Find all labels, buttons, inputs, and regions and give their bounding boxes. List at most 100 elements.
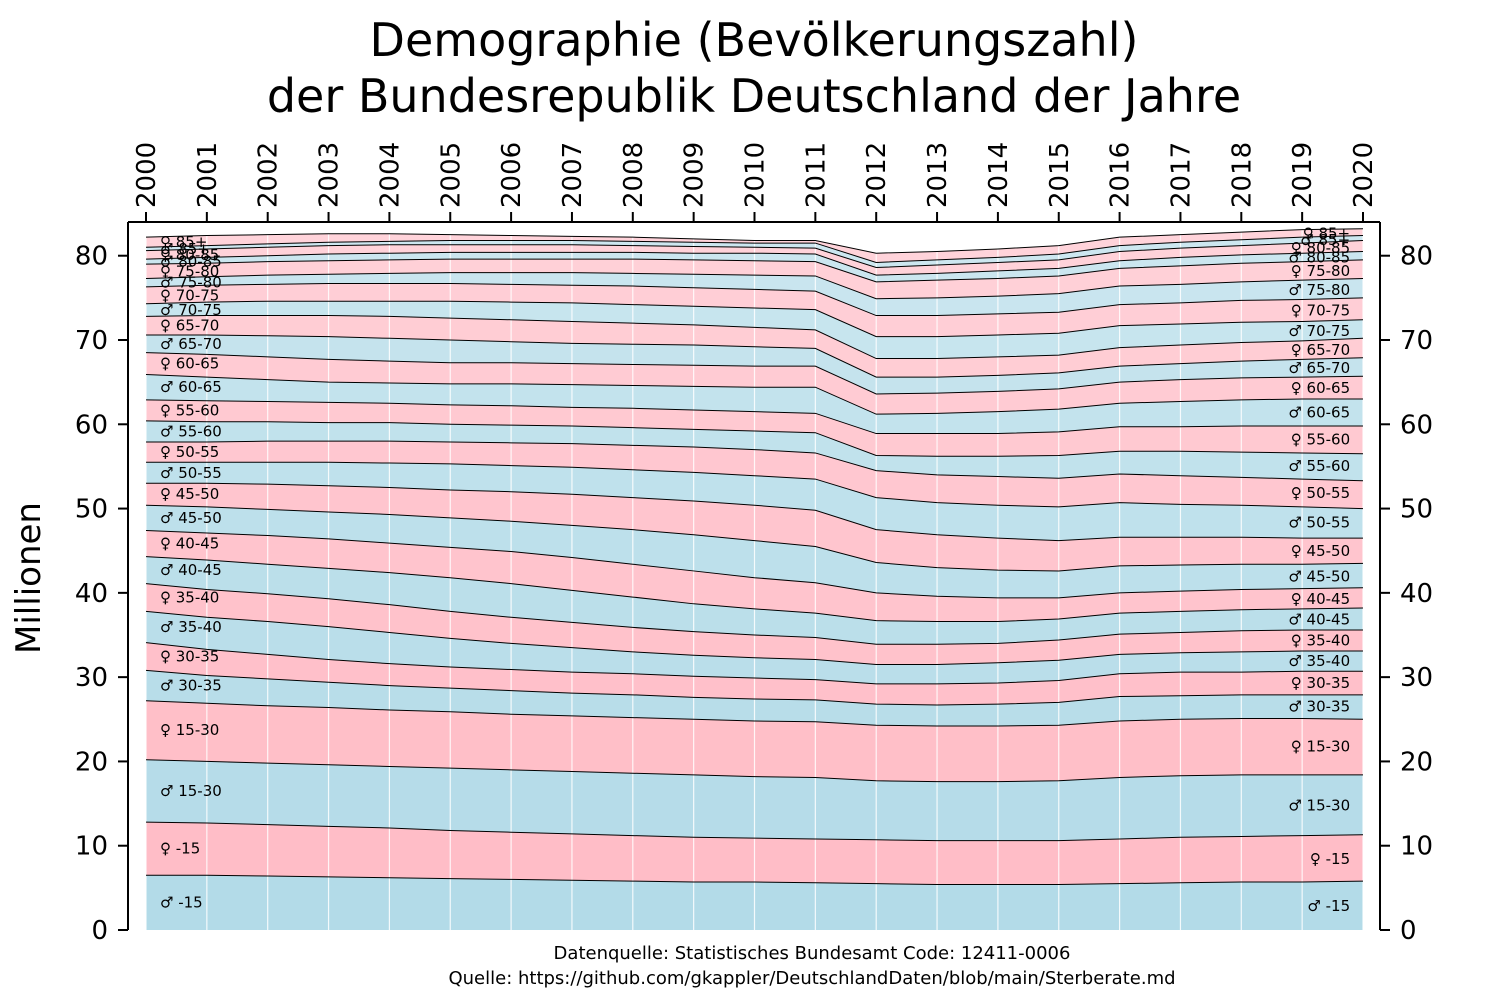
y-tick-label-left-50: 50 bbox=[75, 495, 108, 525]
label-left-m-80-85: ♂ 80-85 bbox=[160, 253, 222, 271]
y-tick-label-left-30: 30 bbox=[75, 663, 108, 693]
label-right-f-55-60: ♀ 55-60 bbox=[1291, 430, 1350, 448]
label-right-m-70-75: ♂ 70-75 bbox=[1288, 322, 1350, 340]
label-right-f-15: ♀ -15 bbox=[1310, 850, 1350, 868]
label-right-m-30-35: ♂ 30-35 bbox=[1288, 698, 1350, 716]
border-f-35-40 bbox=[145, 583, 1363, 645]
label-right-m-55-60: ♂ 55-60 bbox=[1288, 457, 1350, 475]
y-tick-label-right-80: 80 bbox=[1400, 242, 1433, 272]
border-m-65-70 bbox=[146, 334, 1364, 378]
border-m-35-40 bbox=[145, 610, 1363, 665]
y-tick-label-left-60: 60 bbox=[75, 410, 108, 440]
border-f-50-55 bbox=[146, 440, 1364, 482]
y-tick-label-left-0: 0 bbox=[91, 916, 108, 946]
label-right-m-85plus: ♂ 85+ bbox=[1300, 231, 1350, 249]
y-tick-label-left-10: 10 bbox=[75, 832, 108, 862]
label-right-m-60-65: ♂ 60-65 bbox=[1288, 403, 1350, 421]
y-tick-label-right-60: 60 bbox=[1400, 410, 1433, 440]
band-labels-right: ♂ -15 ♀ -15 ♂ 15-30 ♀ 15-30 ♂ 30-35 ♀ 30-35 ♂ … bbox=[1288, 224, 1350, 915]
border-m-60-65 bbox=[145, 374, 1363, 415]
vertical-gridlines bbox=[145, 222, 1364, 930]
label-left-m-15-30: ♂ 15-30 bbox=[160, 782, 222, 800]
label-left-f-75-80: ♀ 75-80 bbox=[160, 262, 219, 280]
border-f-85plus bbox=[145, 228, 1364, 254]
source-line-1: Datenquelle: Statistisches Bundesamt Cod… bbox=[554, 943, 1071, 964]
border-m-40-45 bbox=[145, 556, 1364, 623]
label-left-m-65-70: ♂ 65-70 bbox=[160, 335, 222, 353]
x-tick-label-2013: 2013 bbox=[923, 142, 953, 208]
label-left-m-50-55: ♂ 50-55 bbox=[160, 464, 222, 482]
label-right-m-45-50: ♂ 45-50 bbox=[1288, 567, 1350, 585]
chart-title-line-1: Demographie (Bevölkerungszahl) bbox=[370, 13, 1139, 67]
y-tick-label-left-70: 70 bbox=[75, 326, 108, 356]
label-right-f-30-35: ♀ 30-35 bbox=[1291, 674, 1350, 692]
border-m-30-35 bbox=[145, 669, 1363, 706]
label-left-f-85plus: ♀ 85+ bbox=[160, 233, 207, 251]
label-left-m-85plus: ♂ 85+ bbox=[160, 240, 210, 258]
label-left-f-55-60: ♀ 55-60 bbox=[160, 401, 219, 419]
x-tick-label-2020: 2020 bbox=[1349, 142, 1379, 208]
x-tick-label-2018: 2018 bbox=[1227, 142, 1257, 208]
border-f-55-60 bbox=[145, 399, 1363, 435]
x-tick-label-2010: 2010 bbox=[741, 142, 771, 208]
band-border-lines bbox=[145, 228, 1364, 885]
label-left-m-35-40: ♂ 35-40 bbox=[160, 618, 222, 636]
border-f-45-50 bbox=[146, 482, 1363, 542]
label-left-m-15: ♂ -15 bbox=[160, 894, 203, 912]
x-tick-label-2005: 2005 bbox=[436, 142, 466, 208]
border-f-15-30 bbox=[145, 700, 1364, 727]
border-f-80-85 bbox=[145, 240, 1364, 269]
label-left-f-65-70: ♀ 65-70 bbox=[160, 317, 219, 335]
x-tick-label-2000: 2000 bbox=[132, 142, 162, 208]
label-left-f-80-85: ♀ 80-85 bbox=[160, 246, 219, 264]
label-left-m-30-35: ♂ 30-35 bbox=[160, 677, 222, 695]
x-tick-label-2019: 2019 bbox=[1288, 142, 1318, 208]
label-right-f-50-55: ♀ 50-55 bbox=[1291, 484, 1350, 502]
label-right-m-40-45: ♂ 40-45 bbox=[1288, 610, 1350, 628]
border-m-70-75 bbox=[145, 300, 1364, 338]
border-m-55-60 bbox=[145, 420, 1364, 457]
label-left-m-40-45: ♂ 40-45 bbox=[160, 561, 222, 579]
label-left-m-75-80: ♂ 75-80 bbox=[160, 274, 222, 292]
label-left-m-45-50: ♂ 45-50 bbox=[160, 509, 222, 527]
label-right-f-15-30: ♀ 15-30 bbox=[1291, 738, 1350, 756]
border-f-60-65 bbox=[145, 352, 1364, 395]
border-f-65-70 bbox=[145, 315, 1364, 360]
label-left-m-70-75: ♂ 70-75 bbox=[160, 301, 222, 319]
y-tick-label-right-40: 40 bbox=[1400, 579, 1433, 609]
label-left-m-60-65: ♂ 60-65 bbox=[160, 378, 222, 396]
x-tick-label-2015: 2015 bbox=[1045, 142, 1075, 208]
x-tick-label-2008: 2008 bbox=[619, 142, 649, 208]
y-tick-label-left-20: 20 bbox=[75, 747, 108, 777]
chart-title-line-2: der Bundesrepublik Deutschland der Jahre bbox=[267, 69, 1241, 123]
x-tick-label-2004: 2004 bbox=[375, 142, 405, 208]
border-f-30-35 bbox=[145, 642, 1363, 685]
border-m-15-30 bbox=[145, 759, 1363, 783]
label-right-f-65-70: ♀ 65-70 bbox=[1291, 341, 1350, 359]
border-m-15 bbox=[146, 874, 1364, 885]
border-f-75-80 bbox=[145, 258, 1364, 283]
y-tick-label-left-80: 80 bbox=[75, 242, 108, 272]
label-right-f-45-50: ♀ 45-50 bbox=[1291, 542, 1350, 560]
y-tick-label-right-20: 20 bbox=[1400, 747, 1433, 777]
border-f-70-75 bbox=[145, 283, 1364, 317]
y-tick-label-right-30: 30 bbox=[1400, 663, 1433, 693]
label-right-f-75-80: ♀ 75-80 bbox=[1291, 262, 1350, 280]
y-tick-label-right-50: 50 bbox=[1400, 495, 1433, 525]
label-right-f-85plus: ♀ 85+ bbox=[1303, 224, 1350, 242]
border-m-85plus bbox=[145, 234, 1364, 263]
label-right-m-15-30: ♂ 15-30 bbox=[1288, 796, 1350, 814]
border-m-45-50 bbox=[145, 504, 1364, 572]
x-tick-label-2007: 2007 bbox=[558, 142, 588, 208]
border-m-50-55 bbox=[146, 461, 1364, 510]
x-tick-label-2006: 2006 bbox=[497, 142, 527, 208]
label-left-f-60-65: ♀ 60-65 bbox=[160, 355, 219, 373]
y-tick-label-right-0: 0 bbox=[1400, 916, 1417, 946]
y-tick-label-right-10: 10 bbox=[1400, 832, 1433, 862]
band-labels-left: ♂ -15 ♀ -15 ♂ 15-30 ♀ 15-30 ♂ 30-35 ♀ 30-35 ♂ … bbox=[160, 233, 222, 911]
label-left-f-45-50: ♀ 45-50 bbox=[160, 485, 219, 503]
label-left-f-15-30: ♀ 15-30 bbox=[160, 721, 219, 739]
x-tick-label-2014: 2014 bbox=[984, 142, 1014, 208]
x-tick-label-2016: 2016 bbox=[1106, 142, 1136, 208]
